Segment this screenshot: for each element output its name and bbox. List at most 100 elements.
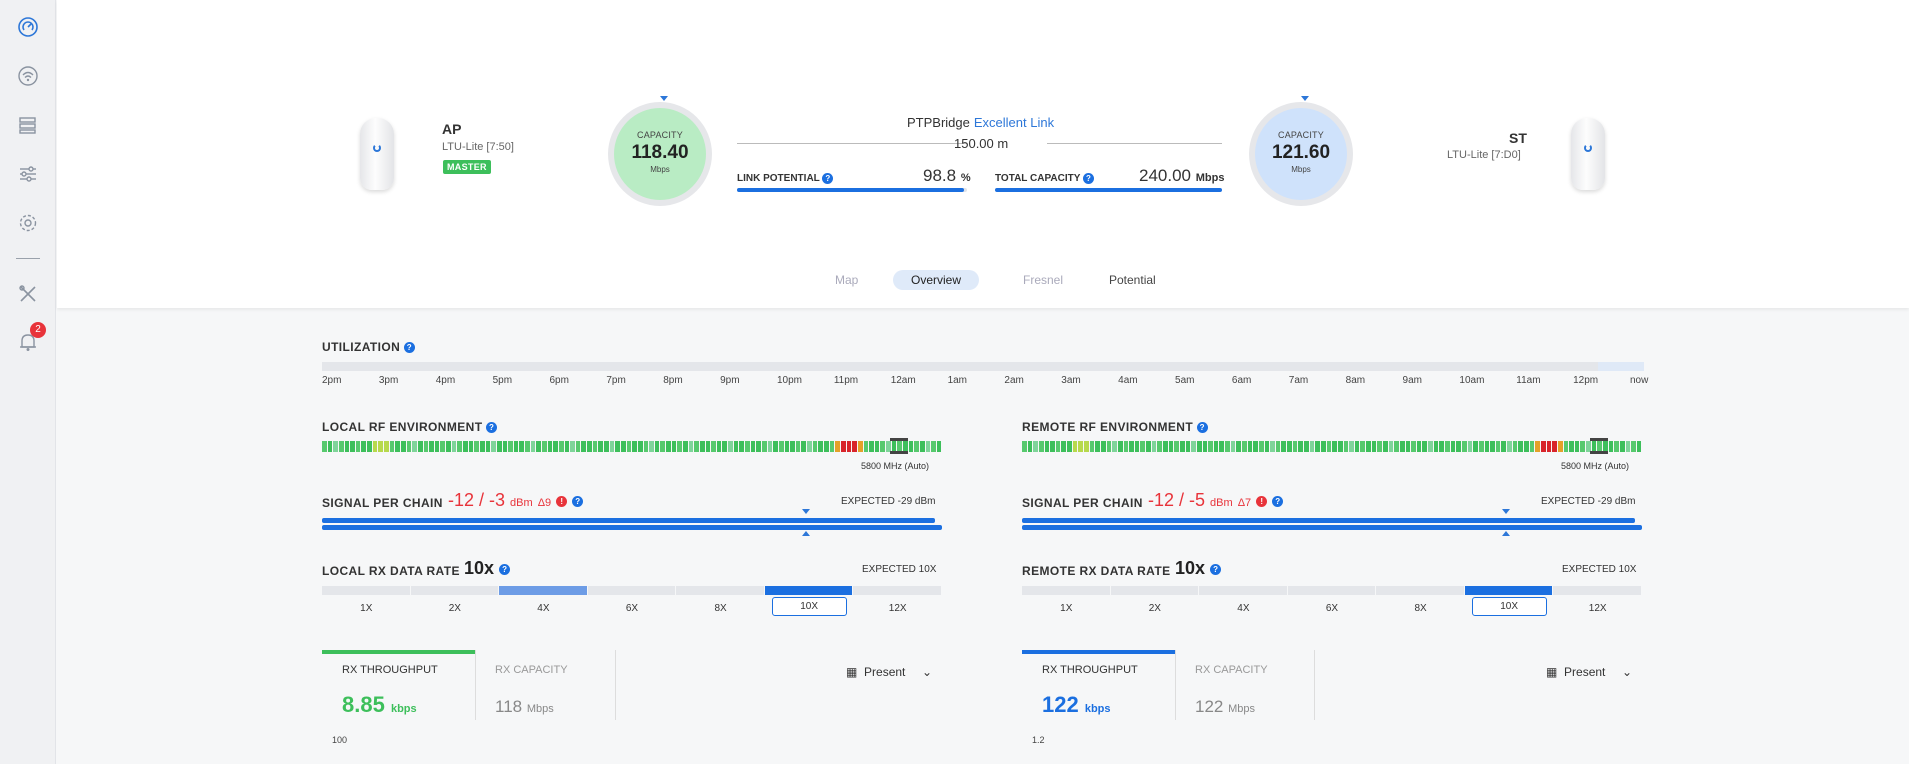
help-icon[interactable]: ? [1082, 173, 1094, 184]
rate-segment[interactable] [676, 586, 764, 595]
rate-label: 2X [448, 603, 461, 614]
utilization-tick: 8am [1345, 375, 1366, 386]
rf-channel-cell [587, 441, 592, 452]
rf-channel-cell [1055, 441, 1061, 452]
rf-channel-cell [1078, 441, 1084, 452]
gear-icon[interactable] [14, 209, 42, 237]
tab-map[interactable]: Map [835, 273, 859, 287]
rf-channel-cell [767, 441, 773, 452]
bell-icon[interactable] [14, 328, 42, 356]
rate-segment[interactable] [1110, 586, 1199, 595]
rf-channel-cell [525, 441, 530, 452]
total-capacity-bar [995, 188, 1222, 192]
help-icon[interactable]: ? [572, 495, 584, 507]
rf-channel-cell [530, 441, 536, 452]
rf-channel-cell [1473, 441, 1478, 452]
rate-segment[interactable] [1464, 586, 1553, 595]
remote-rf-label: REMOTE RF ENVIRONMENT ? [1022, 420, 1208, 434]
rate-segment[interactable] [1376, 586, 1464, 595]
rate-segment[interactable] [764, 586, 853, 595]
sliders-icon[interactable] [14, 160, 42, 188]
local-period-select[interactable]: ▦ Present ⌄ [846, 665, 933, 679]
remote-rate-scale[interactable]: 1X 2X 4X 6X 8X 10X 12X [1022, 586, 1642, 616]
remote-throughput-label[interactable]: RX THROUGHPUT [1042, 664, 1138, 676]
rf-channel-cell [1163, 441, 1168, 452]
rf-channel-cell [406, 441, 412, 452]
rf-channel-cell [1185, 441, 1191, 452]
bridge-status[interactable]: Excellent Link [973, 115, 1055, 130]
wifi-icon[interactable] [14, 62, 42, 90]
help-icon[interactable]: ? [822, 173, 834, 184]
local-capacity-tab-label[interactable]: RX CAPACITY [495, 664, 568, 676]
rf-channel-cell [1552, 441, 1557, 452]
rf-channel-cell [1394, 441, 1399, 452]
rate-segment[interactable] [1199, 586, 1287, 595]
rf-channel-cell [1428, 441, 1433, 452]
rate-segment[interactable] [587, 586, 676, 595]
rf-channel-cell [491, 441, 496, 452]
dashboard-icon[interactable] [14, 13, 42, 41]
card-divider [1314, 650, 1315, 720]
help-icon[interactable]: ? [1196, 422, 1208, 434]
rf-channel-cell [609, 441, 615, 452]
rf-channel-cell [1349, 441, 1354, 452]
tab-fresnel[interactable]: Fresnel [1023, 273, 1064, 287]
tab-overview[interactable]: Overview [893, 270, 980, 290]
remote-rf-strip[interactable] [1022, 441, 1642, 452]
help-icon[interactable]: ? [403, 342, 415, 354]
rf-channel-cell [1100, 441, 1106, 452]
rf-channel-cell [1337, 441, 1343, 452]
rf-channel-cell [795, 441, 801, 452]
utilization-tick: 7am [1288, 375, 1309, 386]
tools-icon[interactable] [14, 280, 42, 308]
rf-channel-cell [660, 441, 666, 452]
rf-channel-cell [615, 441, 620, 452]
rf-channel-cell [1258, 441, 1264, 452]
rf-channel-cell [1501, 441, 1507, 452]
rate-segment[interactable] [853, 586, 941, 595]
devices-icon[interactable] [14, 111, 42, 139]
tab-potential[interactable]: Potential [1109, 273, 1156, 287]
utilization-tick: 5pm [492, 375, 513, 386]
rate-segment[interactable] [1287, 586, 1376, 595]
rate-segment[interactable] [322, 586, 410, 595]
help-icon[interactable]: ? [499, 563, 511, 575]
rate-segment[interactable] [1022, 586, 1110, 595]
rf-channel-cell [496, 441, 502, 452]
local-rf-strip[interactable] [322, 441, 942, 452]
rate-label: 12X [888, 603, 907, 614]
calendar-icon: ▦ [846, 665, 858, 679]
st-name: ST [1509, 130, 1527, 146]
rf-channel-cell [914, 441, 919, 452]
rate-segment[interactable] [1553, 586, 1641, 595]
rf-channel-cell [632, 441, 637, 452]
rate-segment[interactable] [410, 586, 499, 595]
rate-segment[interactable] [499, 586, 587, 595]
rf-channel-cell [829, 441, 835, 452]
rf-channel-cell [688, 441, 694, 452]
local-throughput-label[interactable]: RX THROUGHPUT [342, 664, 438, 676]
rf-channel-cell [485, 441, 491, 452]
help-icon[interactable]: ? [1210, 563, 1222, 575]
rf-channel-cell [558, 441, 564, 452]
remote-signal-expected: EXPECTED -29 dBm [1541, 496, 1636, 507]
help-icon[interactable]: ? [1272, 495, 1284, 507]
total-capacity-value: 240.00 Mbps [1139, 166, 1225, 185]
rf-channel-cell [463, 441, 468, 452]
rf-channel-cell [649, 441, 654, 452]
selected-rate[interactable]: 10X [771, 597, 847, 616]
local-signal-expected: EXPECTED -29 dBm [841, 496, 936, 507]
utilization-tick: 10pm [776, 375, 802, 386]
rf-channel-cell [1416, 441, 1422, 452]
rf-channel-cell [1236, 441, 1241, 452]
selected-rate[interactable]: 10X [1471, 597, 1547, 616]
help-icon[interactable]: ? [486, 422, 498, 434]
remote-period-select[interactable]: ▦ Present ⌄ [1546, 665, 1633, 679]
remote-signal-value: -12 / -5 dBm Δ7 ! ? [1148, 490, 1284, 511]
rf-channel-cell [1478, 441, 1484, 452]
rf-channel-cell [1388, 441, 1394, 452]
local-signal-label: SIGNAL PER CHAIN [322, 496, 443, 510]
remote-capacity-tab-label[interactable]: RX CAPACITY [1195, 664, 1268, 676]
utilization-tick: 7pm [606, 375, 626, 386]
local-rate-scale[interactable]: 1X 2X 4X 6X 8X 10X 12X [322, 586, 942, 616]
